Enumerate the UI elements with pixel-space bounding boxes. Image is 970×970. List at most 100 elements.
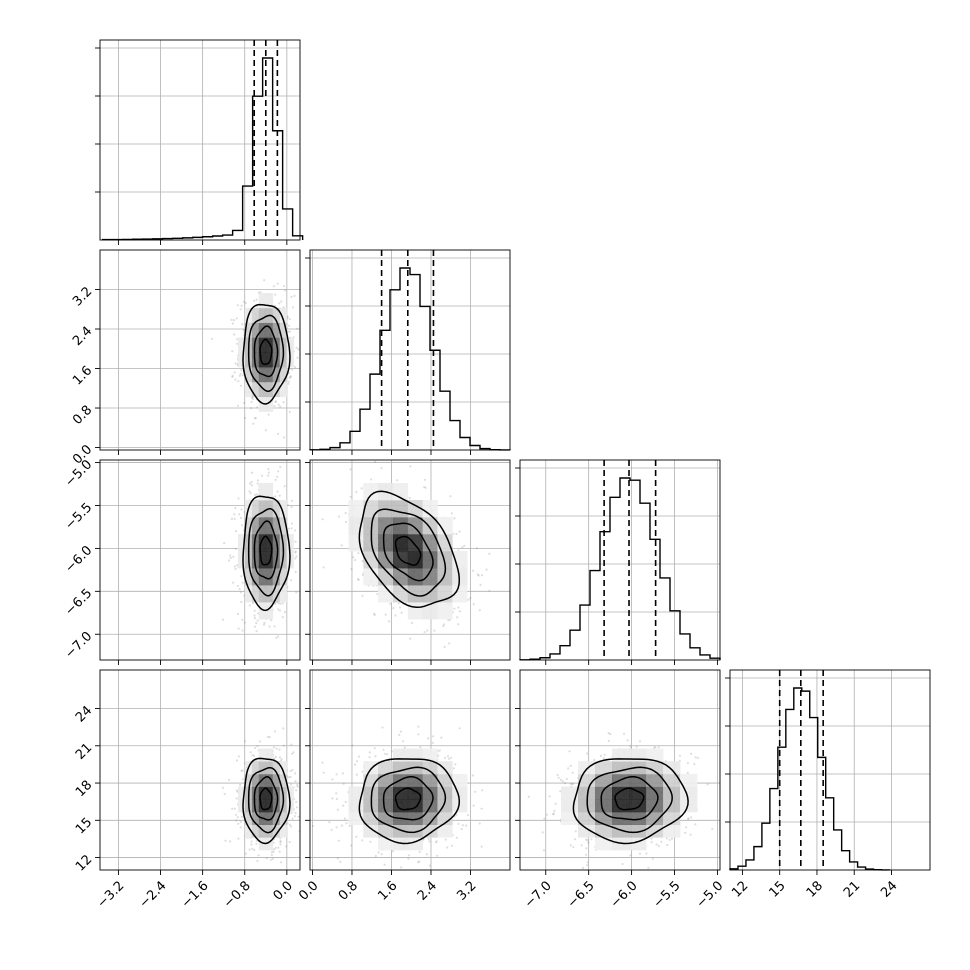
density-cell (251, 585, 260, 603)
sample-point (574, 830, 577, 833)
sample-point (274, 495, 277, 498)
sample-point (453, 607, 456, 610)
sample-point (256, 482, 259, 485)
hist-panel-3 (725, 669, 931, 875)
contour-line (382, 522, 434, 582)
sample-point (344, 800, 347, 804)
sample-point (426, 629, 429, 632)
sample-point (296, 785, 299, 788)
sample-point (296, 327, 299, 330)
sample-point (629, 745, 632, 748)
contour-line (259, 535, 273, 566)
y-tick-label: 24 (73, 703, 95, 725)
sample-point (255, 298, 258, 301)
sample-point (423, 631, 426, 634)
y-tick-label: −5.5 (62, 500, 95, 533)
sample-point (231, 374, 234, 377)
sample-point (266, 735, 270, 739)
sample-point (274, 602, 277, 605)
density-layer (311, 725, 484, 884)
density-cell (680, 773, 698, 787)
sample-point (443, 756, 447, 760)
density-cell (680, 786, 698, 800)
sample-point (235, 759, 238, 762)
sample-point (278, 609, 282, 612)
sample-point (275, 636, 278, 640)
sample-point (272, 757, 275, 760)
sample-point (253, 848, 256, 852)
density-cell (258, 307, 267, 323)
sample-point (227, 559, 231, 562)
sample-point (457, 623, 460, 626)
density-cell (363, 483, 379, 501)
density-cell (663, 773, 681, 787)
density-cell (251, 824, 260, 838)
density-cell (238, 337, 246, 353)
sample-point (436, 882, 438, 884)
sample-point (235, 789, 238, 792)
density-cell (629, 811, 647, 825)
sample-point (240, 600, 243, 604)
density-cell (629, 799, 647, 813)
sample-point (593, 758, 596, 762)
sample-point (609, 733, 612, 736)
density-cell (272, 500, 280, 518)
sample-point (236, 338, 239, 341)
sample-point (240, 508, 243, 511)
sample-point (480, 845, 483, 848)
sample-point (433, 629, 436, 632)
density-cell (422, 824, 438, 838)
sample-point (287, 380, 290, 383)
sample-point (454, 879, 456, 881)
sample-point (296, 356, 299, 359)
sample-point (235, 797, 238, 800)
sample-point (374, 755, 377, 758)
sample-point (290, 295, 293, 298)
sample-point (294, 811, 297, 815)
sample-point (471, 774, 474, 777)
sample-point (243, 740, 247, 743)
density-cell (258, 786, 267, 800)
sample-point (428, 864, 432, 867)
sample-point (252, 422, 255, 425)
sample-point (240, 304, 243, 307)
density-cell (378, 824, 394, 838)
density-cell (422, 786, 438, 800)
sample-point (427, 837, 430, 841)
sample-point (446, 846, 449, 849)
density-cell (378, 534, 394, 552)
density-cell (265, 396, 274, 412)
sample-point (573, 838, 577, 841)
sample-point (353, 763, 357, 766)
density-cell (251, 337, 260, 353)
sample-point (234, 362, 237, 365)
sample-point (290, 499, 293, 502)
sample-point (268, 736, 271, 739)
density-cell (258, 293, 267, 309)
sample-point (296, 783, 299, 787)
sample-point (244, 852, 247, 855)
contour-line (247, 766, 285, 834)
sample-point (337, 839, 340, 842)
sample-point (238, 513, 241, 516)
sample-point (294, 529, 297, 532)
sample-point (452, 767, 455, 770)
sample-point (272, 850, 275, 853)
sample-point (291, 752, 294, 755)
contour-line (247, 314, 285, 392)
density-cell (244, 811, 253, 825)
sample-point (248, 490, 251, 493)
sample-point (282, 284, 286, 288)
sample-point (291, 817, 294, 820)
density-cell (393, 799, 409, 813)
density-cell (272, 381, 280, 398)
density-cell (407, 748, 423, 762)
sample-point (307, 536, 309, 538)
sample-point (461, 546, 464, 549)
sample-point (279, 602, 282, 605)
sample-point (276, 282, 279, 285)
panel-frame (309, 249, 511, 451)
density-cell (265, 322, 274, 338)
sample-point (373, 613, 376, 617)
sample-point (282, 436, 285, 439)
